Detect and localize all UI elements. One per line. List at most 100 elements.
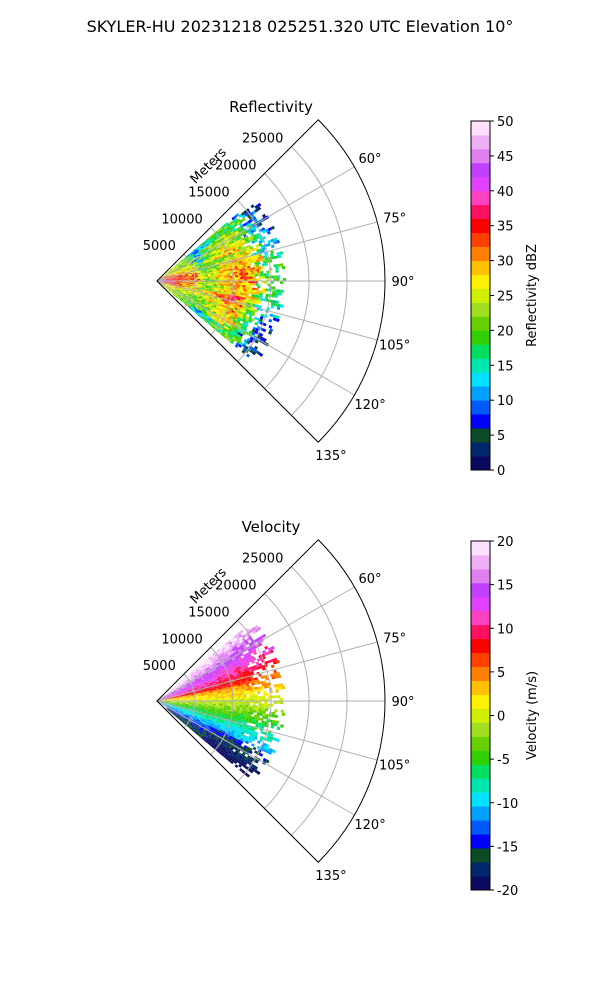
data-cell <box>231 325 236 330</box>
azimuth-spoke <box>156 280 378 341</box>
data-cell <box>162 277 167 279</box>
data-cell <box>254 262 258 265</box>
data-cell <box>189 266 193 269</box>
data-cell <box>255 259 260 263</box>
data-cell <box>207 710 211 713</box>
data-cell <box>261 720 265 724</box>
data-cell <box>200 693 204 695</box>
data-cell <box>258 276 262 279</box>
data-cell <box>238 710 242 713</box>
data-cell <box>194 295 198 298</box>
data-cell <box>196 721 200 724</box>
data-cell <box>233 704 237 707</box>
data-cell <box>176 289 181 292</box>
data-cell <box>205 666 209 669</box>
data-cell <box>184 288 188 291</box>
data-cell <box>210 669 214 673</box>
data-cell <box>165 696 170 698</box>
data-cell <box>169 699 174 700</box>
data-cell <box>217 748 222 752</box>
data-cell <box>203 698 207 700</box>
data-cell <box>211 681 216 684</box>
colorbar-segment <box>471 541 490 556</box>
data-cell <box>232 754 237 758</box>
data-cell <box>248 678 252 682</box>
data-cell <box>206 317 211 322</box>
data-cell <box>209 720 213 723</box>
data-cell <box>164 283 168 286</box>
data-cell <box>208 297 213 300</box>
data-cell <box>193 719 197 722</box>
colorbar-segment <box>471 736 490 751</box>
data-cell <box>229 247 233 251</box>
data-cell <box>208 262 213 265</box>
data-cell <box>210 736 215 740</box>
data-cell <box>244 632 249 637</box>
data-cell <box>260 313 265 318</box>
data-cell <box>225 336 230 341</box>
data-cell <box>188 723 192 726</box>
data-cell <box>267 283 271 287</box>
data-cell <box>250 226 255 231</box>
data-cell <box>208 717 213 720</box>
data-cell <box>216 712 221 715</box>
data-cell <box>181 269 185 272</box>
data-cell <box>205 661 210 666</box>
data-cell <box>195 304 199 307</box>
data-cell <box>194 695 199 697</box>
data-cell <box>245 281 249 284</box>
data-cell <box>223 292 228 295</box>
data-cell <box>221 678 225 681</box>
data-cell <box>234 747 238 751</box>
data-cell <box>255 696 259 699</box>
data-cell <box>226 226 231 230</box>
data-cell <box>222 723 227 726</box>
data-cell <box>202 253 206 257</box>
data-cell <box>246 637 251 642</box>
data-cell <box>205 730 210 734</box>
data-cell <box>208 239 212 244</box>
data-cell <box>212 708 216 711</box>
azimuth-spoke <box>156 700 378 761</box>
data-cell <box>190 256 194 259</box>
data-cell <box>231 316 236 320</box>
data-cell <box>182 721 185 724</box>
data-cell <box>243 721 248 725</box>
data-cell <box>173 711 177 714</box>
data-cell <box>264 288 269 292</box>
data-cell <box>174 712 178 716</box>
data-cell <box>202 301 206 304</box>
data-cell <box>239 309 244 313</box>
data-cell <box>253 225 258 230</box>
data-cell <box>182 260 186 263</box>
data-cell <box>175 715 178 719</box>
data-cell <box>279 263 284 267</box>
data-cell <box>201 241 205 245</box>
data-cell <box>163 273 166 276</box>
data-cell <box>194 728 198 732</box>
data-cell <box>205 658 210 662</box>
data-cell <box>240 244 245 249</box>
data-cell <box>235 664 239 669</box>
data-cell <box>257 691 261 694</box>
data-cell <box>212 712 216 715</box>
data-cell <box>199 685 204 688</box>
data-cell <box>226 263 230 267</box>
data-cell <box>238 254 243 258</box>
data-cell <box>223 741 228 745</box>
data-cell <box>217 724 221 728</box>
data-cell <box>256 710 260 713</box>
data-cell <box>204 709 208 712</box>
data-cell <box>219 685 224 688</box>
data-cell <box>169 268 173 271</box>
data-cell <box>169 697 173 699</box>
data-cell <box>229 649 233 653</box>
data-cell <box>200 682 205 685</box>
data-cell <box>203 257 208 261</box>
colorbar-segment <box>471 666 490 681</box>
data-cell <box>238 695 241 698</box>
data-cell <box>230 650 235 655</box>
data-cell <box>210 686 214 689</box>
data-cell <box>205 263 210 266</box>
